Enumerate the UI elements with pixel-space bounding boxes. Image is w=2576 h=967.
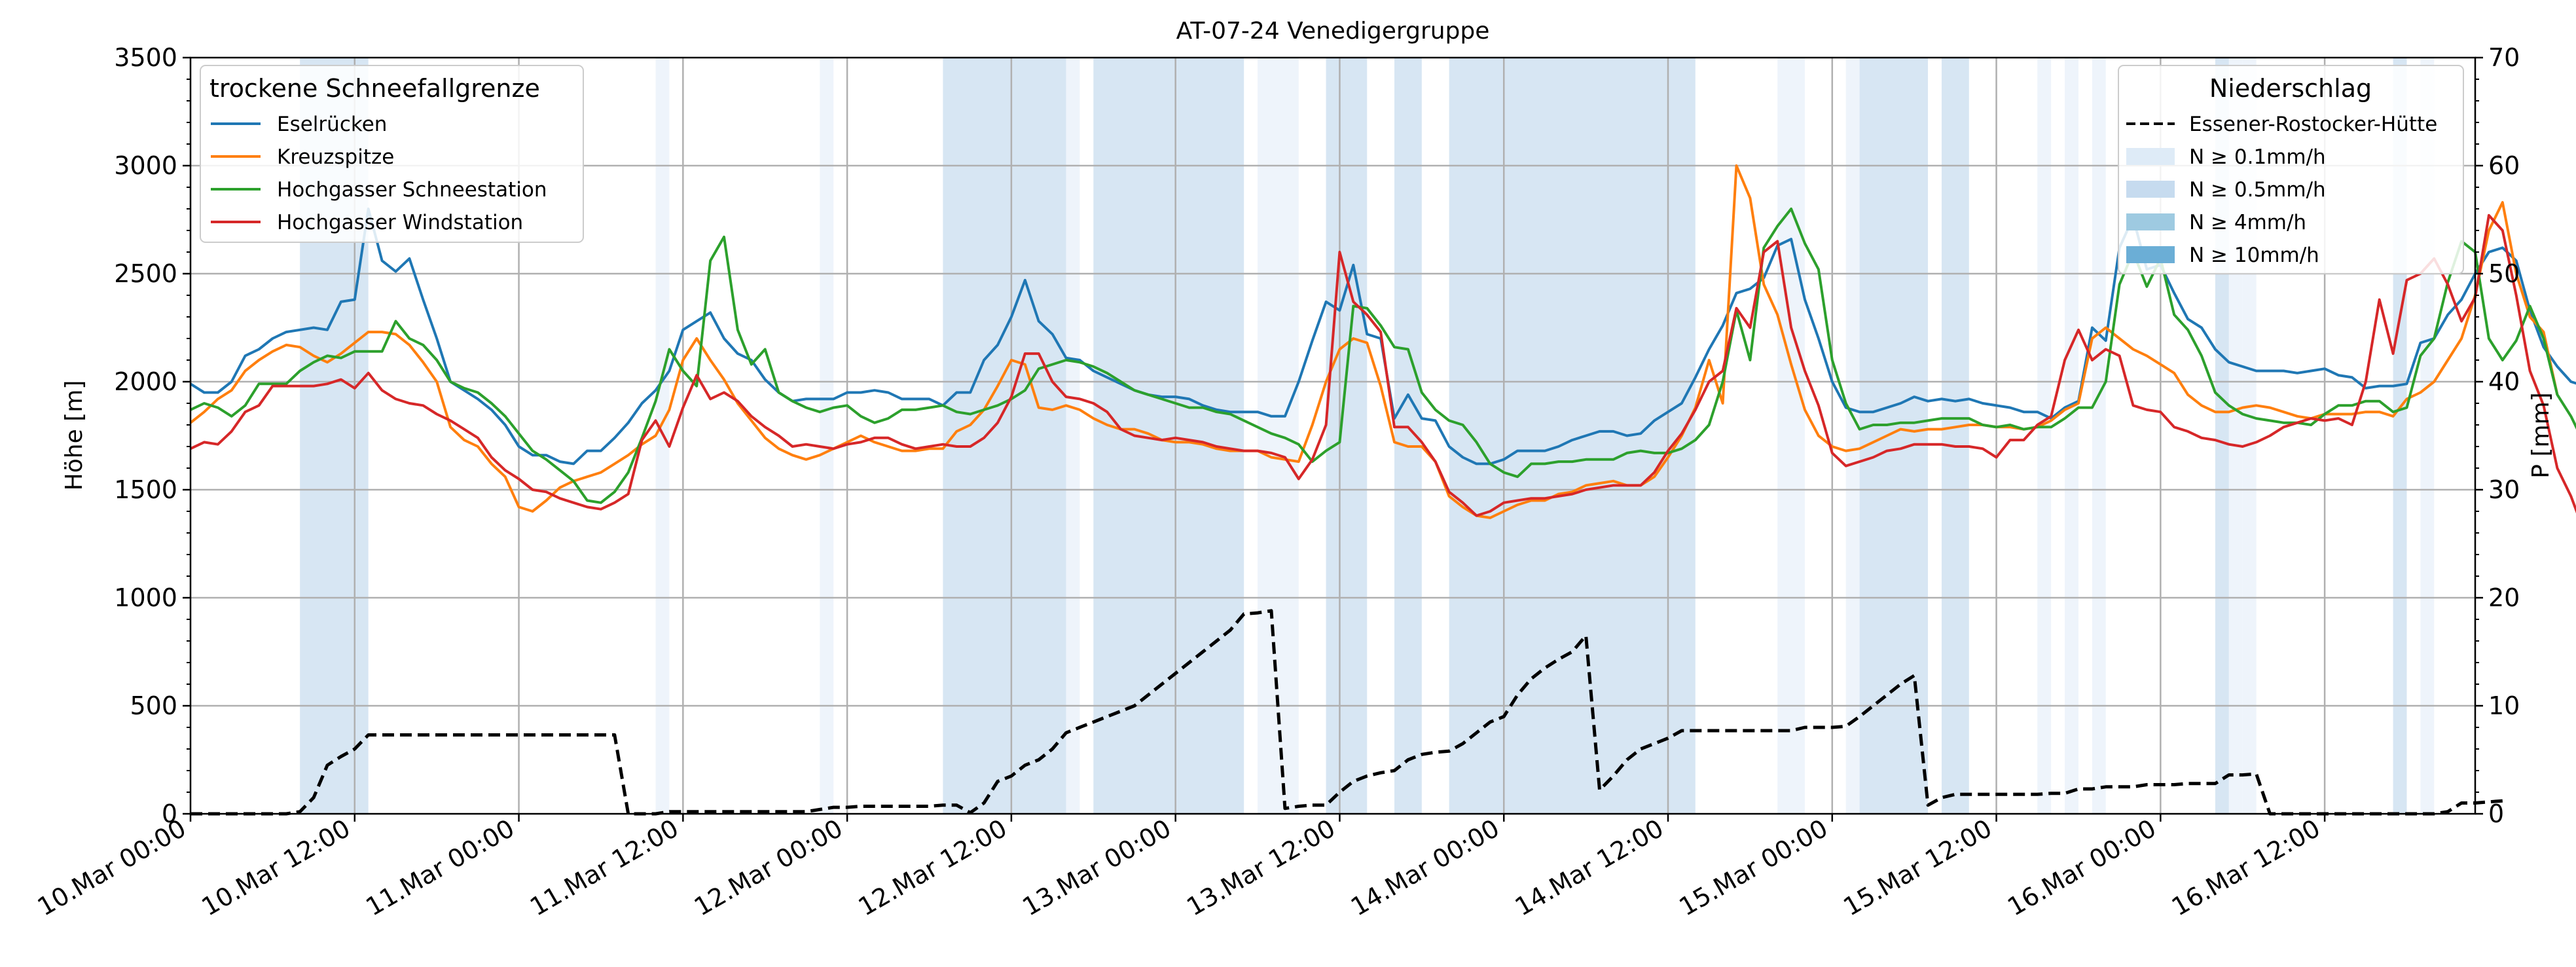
snowline-legend: trockene Schneefallgrenze Eselrücken Kre… <box>200 65 584 243</box>
precipitation-legend-box <box>2118 65 2464 274</box>
y2-tick-label-1: 10 <box>2488 691 2520 720</box>
series-line-eselrucken <box>189 208 2576 465</box>
precip-band-13 <box>1941 58 1969 814</box>
y2-tick-label-3: 30 <box>2488 475 2520 504</box>
legend-swatch-n-0-1 <box>2126 148 2175 165</box>
y-tick-label-4: 2000 <box>114 367 177 396</box>
precipitation-legend: Niederschlag Essener-Rostocker-Hütte N ≥… <box>2118 65 2464 274</box>
precip-band-4 <box>1066 58 1080 814</box>
precip-band-9 <box>1449 58 1696 814</box>
legend-label-hochgasser-schneestation: Hochgasser Schneestation <box>277 178 547 202</box>
y2-tick-label-5: 50 <box>2488 259 2520 288</box>
series-line-kreuzspitze <box>189 164 2559 519</box>
y-tick-label-2: 1000 <box>114 583 177 612</box>
legend-swatch-n-10 <box>2126 246 2175 263</box>
precip-band-3 <box>943 58 1066 814</box>
precip-band-2 <box>820 58 834 814</box>
precip-band-14 <box>2037 58 2052 814</box>
legend-label-n-0-5: N ≥ 0.5mm/h <box>2189 178 2326 202</box>
legend-label-eselruecken: Eselrücken <box>277 113 387 136</box>
precip-band-10 <box>1777 58 1805 814</box>
y-tick-label-5: 2500 <box>114 259 177 288</box>
plot-frame <box>189 56 2476 815</box>
legend-swatch-n-0-5 <box>2126 181 2175 198</box>
legend-swatch-n-4 <box>2126 213 2175 230</box>
y2-axis-label: P [mm] <box>2528 392 2554 478</box>
y-tick-label-7: 3500 <box>114 43 177 72</box>
legend-label-hochgasser-windstation: Hochgasser Windstation <box>277 211 523 234</box>
precip-band-15 <box>2065 58 2078 814</box>
precip-band-8 <box>1394 58 1422 814</box>
legend-label-n-4: N ≥ 4mm/h <box>2189 211 2306 234</box>
legend-label-kreuzspitze: Kreuzspitze <box>277 145 394 169</box>
y-axis-label: Höhe [m] <box>61 380 88 491</box>
legend-label-n-0-1: N ≥ 0.1mm/h <box>2189 145 2326 169</box>
precip-band-16 <box>2092 58 2106 814</box>
precip-band-5 <box>1093 58 1244 814</box>
y2-tick-label-6: 60 <box>2488 151 2520 180</box>
y2-tick-label-0: 0 <box>2488 799 2504 828</box>
series-line-essener-rostocker-hutte <box>190 609 2503 816</box>
precip-band-7 <box>1326 58 1368 814</box>
y-tick-label-6: 3000 <box>114 151 177 180</box>
legend-label-essener-rostocker-huette: Essener-Rostocker-Hütte <box>2189 113 2437 136</box>
y-tick-label-1: 500 <box>130 691 177 720</box>
snowline-legend-title: trockene Schneefallgrenze <box>209 74 540 103</box>
y-tick-label-0: 0 <box>162 799 177 828</box>
series-line-hochgasser-windstation <box>190 213 2576 517</box>
series-lines <box>189 164 2576 816</box>
precipitation-legend-title: Niederschlag <box>2209 74 2372 103</box>
series-line-hochgasser-schneestation <box>190 208 2576 504</box>
legend-label-n-10: N ≥ 10mm/h <box>2189 244 2319 267</box>
y-tick-label-3: 1500 <box>114 475 177 504</box>
y2-tick-label-7: 70 <box>2488 43 2520 72</box>
snowline-legend-box <box>200 65 584 243</box>
y2-tick-label-2: 20 <box>2488 583 2520 612</box>
y2-tick-label-4: 40 <box>2488 367 2520 396</box>
chart-title: AT-07-24 Venedigergruppe <box>1176 18 1490 45</box>
precip-band-11 <box>1845 58 1860 814</box>
